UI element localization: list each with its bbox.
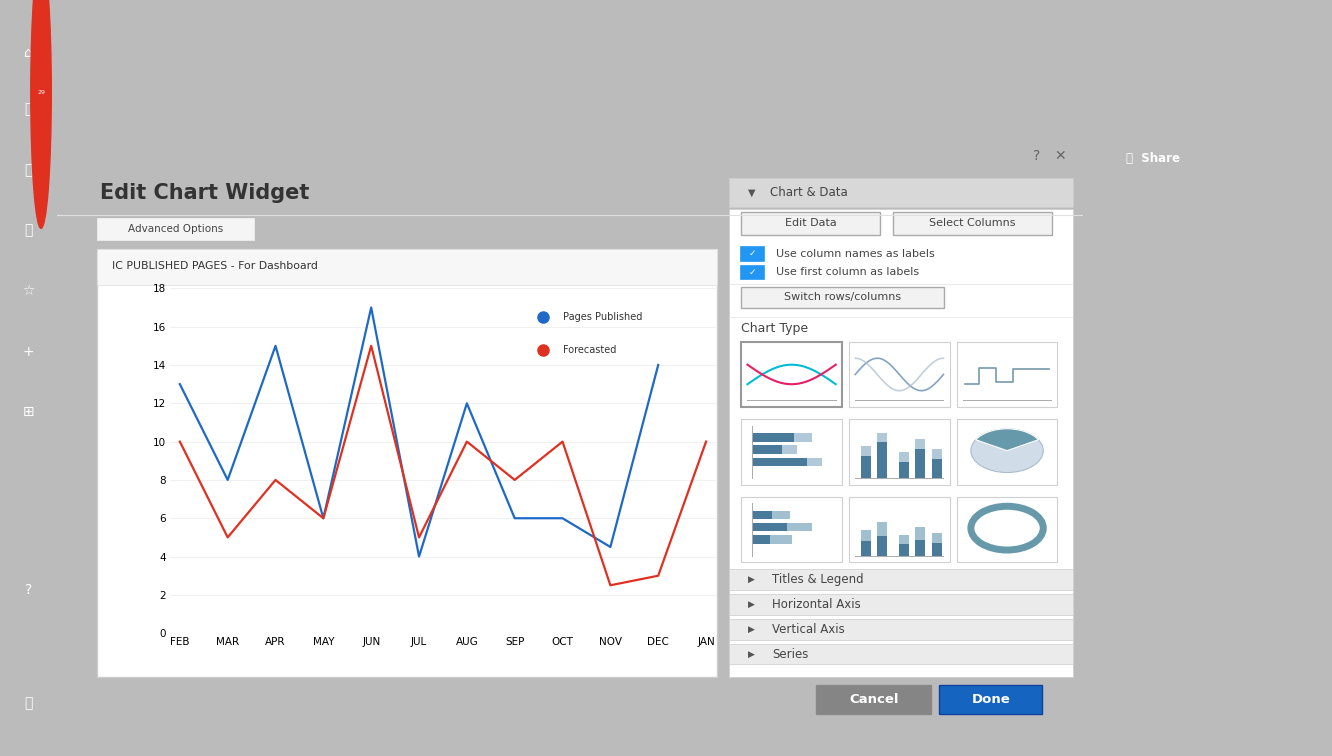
FancyBboxPatch shape (899, 535, 910, 544)
Circle shape (987, 516, 1027, 541)
FancyBboxPatch shape (931, 543, 942, 556)
Text: 📁: 📁 (24, 163, 33, 177)
FancyBboxPatch shape (729, 594, 1072, 615)
FancyBboxPatch shape (956, 420, 1058, 485)
Text: +: + (23, 345, 35, 358)
FancyBboxPatch shape (751, 535, 770, 544)
FancyBboxPatch shape (860, 530, 871, 541)
FancyBboxPatch shape (729, 569, 1072, 590)
FancyBboxPatch shape (915, 526, 926, 540)
Text: Forecasted: Forecasted (562, 345, 615, 355)
FancyBboxPatch shape (878, 432, 887, 479)
FancyBboxPatch shape (751, 445, 797, 454)
FancyBboxPatch shape (939, 686, 1042, 714)
FancyBboxPatch shape (915, 540, 926, 556)
FancyBboxPatch shape (751, 458, 822, 466)
Text: Use first column as labels: Use first column as labels (777, 268, 919, 277)
FancyBboxPatch shape (742, 212, 880, 234)
FancyBboxPatch shape (931, 533, 942, 543)
FancyBboxPatch shape (771, 510, 790, 519)
Text: Switch rows/columns: Switch rows/columns (785, 293, 902, 302)
FancyBboxPatch shape (860, 446, 871, 479)
Text: ⌂: ⌂ (24, 46, 33, 60)
Text: Chart Type: Chart Type (742, 322, 809, 335)
FancyBboxPatch shape (742, 342, 842, 407)
FancyBboxPatch shape (751, 510, 771, 519)
Text: ▶: ▶ (747, 649, 754, 658)
Text: ✓: ✓ (749, 268, 757, 277)
Text: ▶: ▶ (747, 624, 754, 634)
FancyBboxPatch shape (729, 644, 1072, 665)
Text: ⊞: ⊞ (23, 405, 35, 419)
FancyBboxPatch shape (860, 456, 871, 479)
Circle shape (971, 429, 1043, 472)
FancyBboxPatch shape (742, 497, 842, 562)
FancyBboxPatch shape (742, 265, 765, 279)
FancyBboxPatch shape (751, 445, 782, 454)
FancyBboxPatch shape (931, 449, 942, 479)
FancyBboxPatch shape (860, 541, 871, 556)
FancyBboxPatch shape (742, 287, 944, 308)
FancyBboxPatch shape (894, 212, 1052, 234)
FancyBboxPatch shape (742, 420, 842, 485)
FancyBboxPatch shape (931, 459, 942, 479)
Text: 👥  Share: 👥 Share (1126, 153, 1180, 166)
Text: Pages Published: Pages Published (562, 312, 642, 322)
Text: ?: ? (1034, 149, 1040, 163)
FancyBboxPatch shape (729, 619, 1072, 640)
FancyBboxPatch shape (787, 523, 813, 531)
FancyBboxPatch shape (878, 536, 887, 556)
Text: Done: Done (971, 693, 1010, 706)
FancyBboxPatch shape (751, 523, 787, 531)
FancyBboxPatch shape (770, 535, 791, 544)
FancyBboxPatch shape (97, 249, 717, 285)
Wedge shape (976, 429, 1039, 451)
Text: ▶: ▶ (747, 600, 754, 609)
FancyBboxPatch shape (742, 247, 765, 261)
FancyBboxPatch shape (848, 497, 950, 562)
Text: ?: ? (25, 583, 32, 596)
FancyBboxPatch shape (817, 686, 931, 714)
FancyBboxPatch shape (96, 217, 254, 241)
Text: Edit Data: Edit Data (785, 218, 836, 228)
Text: Cancel: Cancel (848, 693, 899, 706)
FancyBboxPatch shape (751, 433, 813, 442)
FancyBboxPatch shape (878, 442, 887, 479)
FancyBboxPatch shape (751, 458, 807, 466)
Text: Vertical Axis: Vertical Axis (773, 623, 844, 636)
Text: Use column names as labels: Use column names as labels (777, 249, 935, 259)
FancyBboxPatch shape (729, 209, 1072, 677)
Text: ✓: ✓ (749, 249, 757, 259)
FancyBboxPatch shape (751, 433, 794, 442)
Text: Select Columns: Select Columns (930, 218, 1016, 228)
Circle shape (31, 0, 52, 228)
Text: Advanced Options: Advanced Options (128, 224, 224, 234)
Text: ✕: ✕ (1055, 149, 1066, 163)
FancyBboxPatch shape (848, 420, 950, 485)
Text: ▶: ▶ (747, 575, 754, 584)
FancyBboxPatch shape (848, 342, 950, 407)
FancyBboxPatch shape (97, 249, 717, 677)
FancyBboxPatch shape (956, 342, 1058, 407)
Text: 👤: 👤 (24, 696, 33, 710)
Text: IC PUBLISHED PAGES - For Dashboard: IC PUBLISHED PAGES - For Dashboard (112, 262, 318, 271)
Text: Edit Chart Widget: Edit Chart Widget (100, 183, 309, 203)
FancyBboxPatch shape (899, 462, 910, 479)
FancyBboxPatch shape (878, 522, 887, 536)
FancyBboxPatch shape (899, 452, 910, 479)
FancyBboxPatch shape (956, 497, 1058, 562)
Text: Series: Series (773, 648, 809, 661)
FancyBboxPatch shape (899, 544, 910, 556)
Text: 🔔: 🔔 (24, 103, 33, 116)
FancyBboxPatch shape (729, 178, 1072, 207)
FancyBboxPatch shape (915, 449, 926, 479)
Text: Chart & Data: Chart & Data (770, 186, 848, 199)
Text: Horizontal Axis: Horizontal Axis (773, 598, 860, 611)
Text: Titles & Legend: Titles & Legend (773, 573, 863, 586)
Text: ⏰: ⏰ (24, 224, 33, 237)
Text: ▼: ▼ (747, 187, 755, 197)
FancyBboxPatch shape (915, 439, 926, 479)
Text: ☆: ☆ (23, 284, 35, 298)
Text: 29: 29 (37, 90, 45, 94)
